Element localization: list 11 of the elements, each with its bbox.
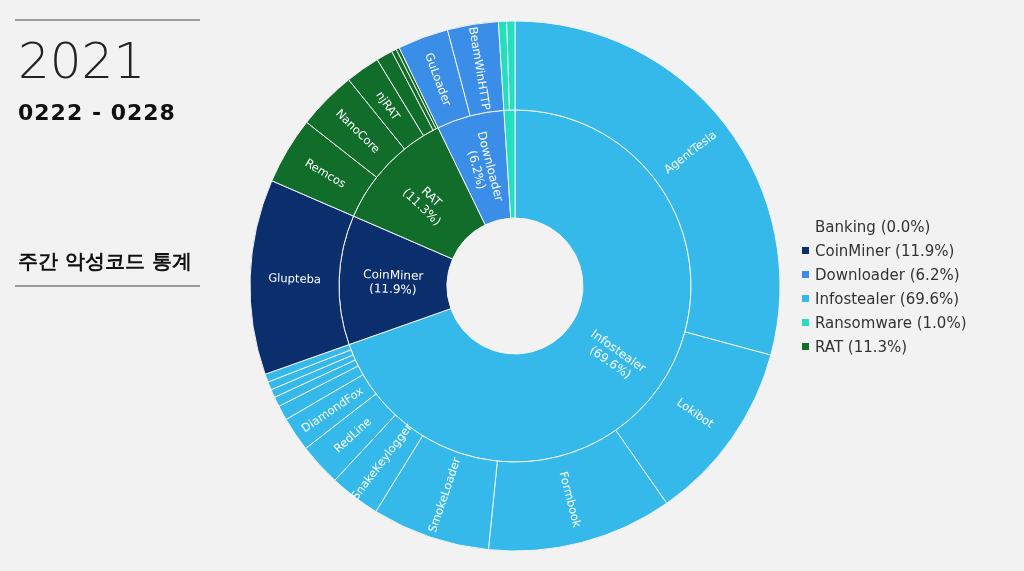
legend-label: CoinMiner (11.9%) xyxy=(815,242,955,260)
text: 주간 악성코드 통계 xyxy=(18,249,192,273)
chart-title: 2021 xyxy=(18,32,146,90)
legend-label: Infostealer (69.6%) xyxy=(815,290,960,308)
category-label: Banking (0.0%) xyxy=(815,218,931,236)
legend-label: RAT (11.3%) xyxy=(815,338,908,356)
legend-label: Downloader (6.2%) xyxy=(815,266,960,284)
text: 0222 - 0228 xyxy=(18,100,176,125)
legend-label: Ransomware (1.0%) xyxy=(815,314,967,332)
slice-label: CoinMiner (11.9%) xyxy=(362,266,424,297)
slice-label: Glupteba xyxy=(268,270,322,287)
